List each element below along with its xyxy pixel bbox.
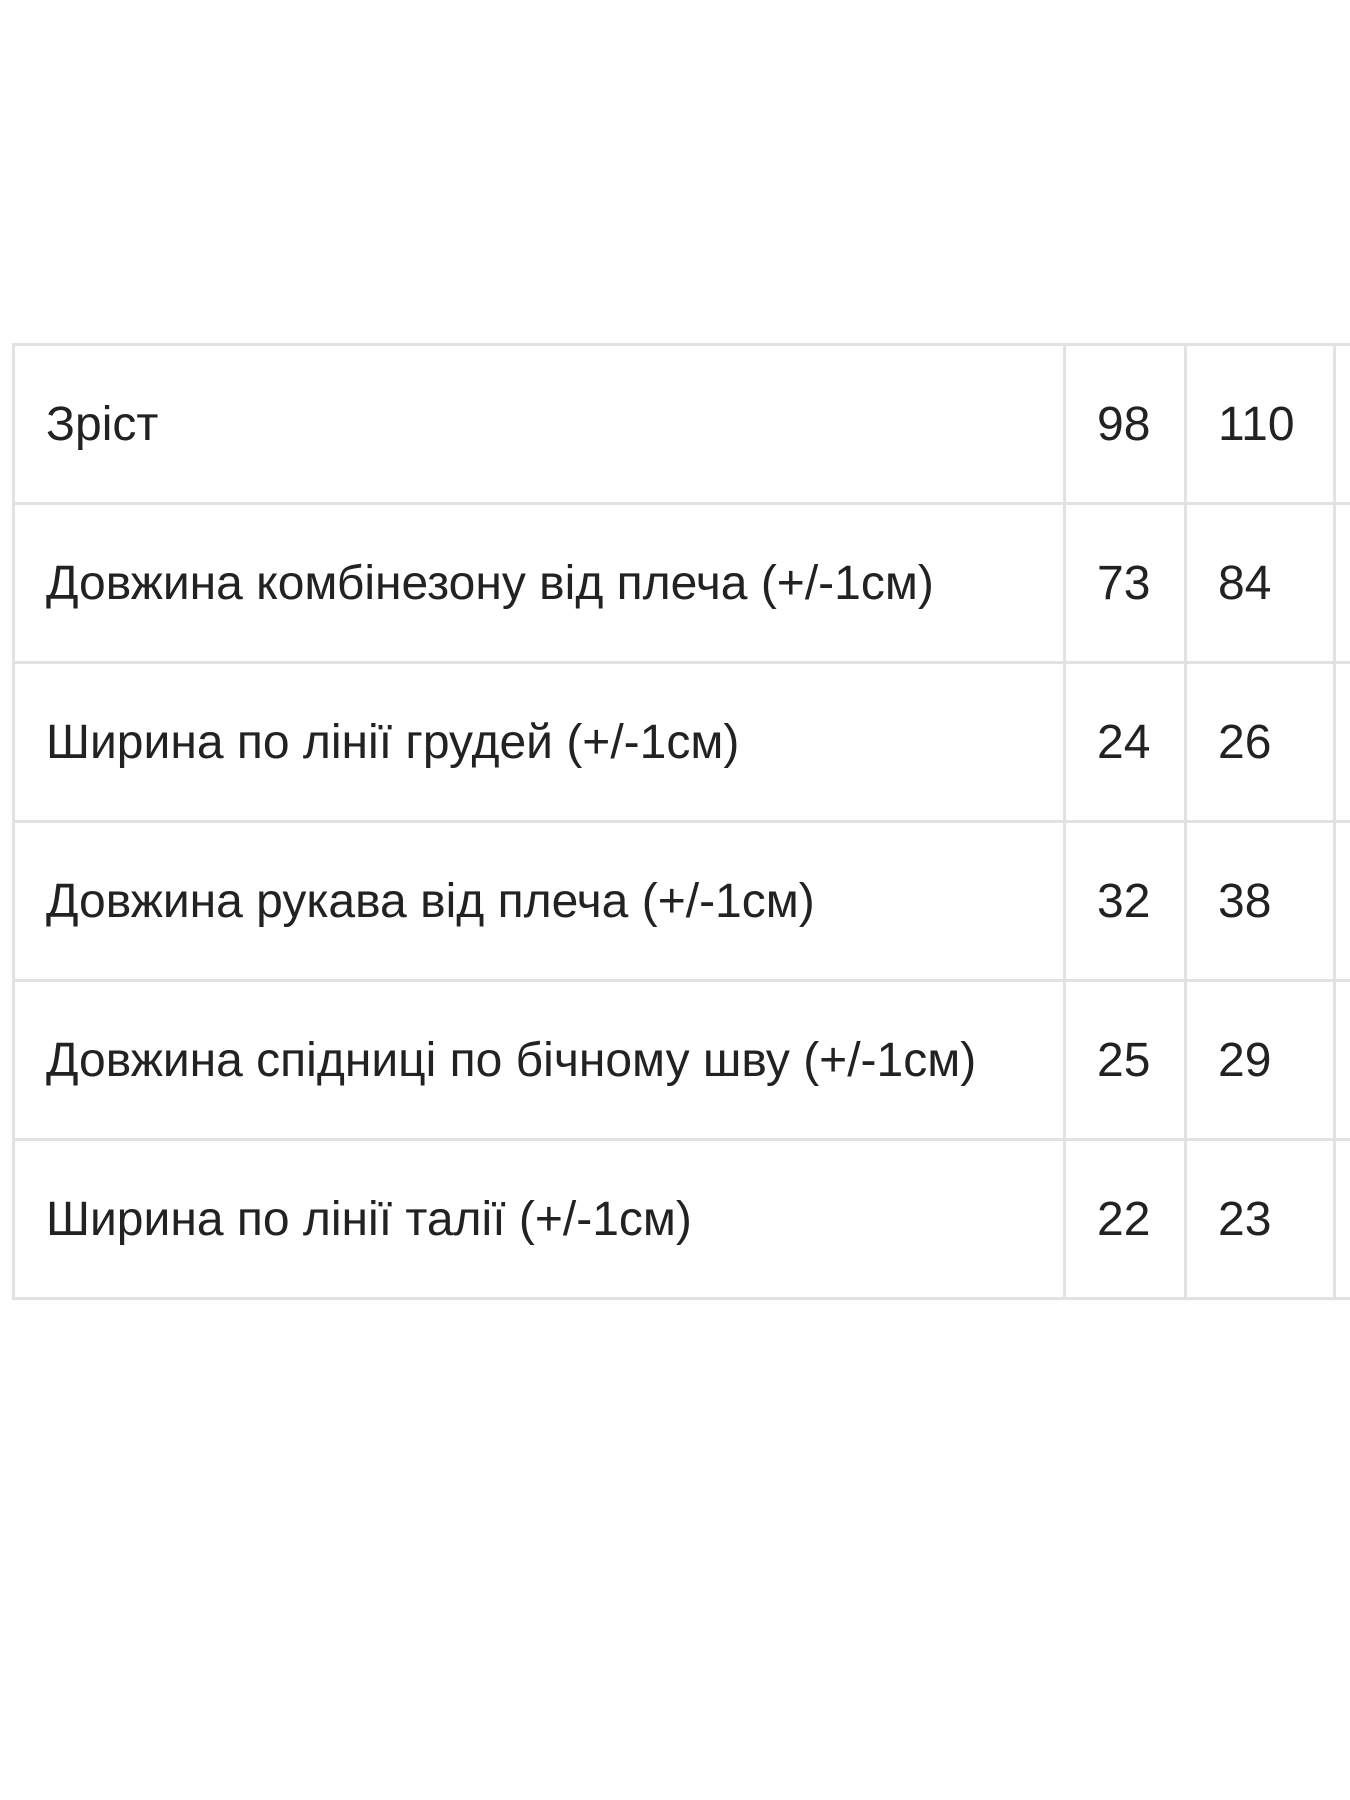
size-value-cell: 24 [1063, 661, 1187, 823]
cut-off-cell [1333, 502, 1350, 664]
table-row: Довжина комбінезону від плеча (+/-1см) 73… [12, 502, 1350, 664]
cut-off-cell [1333, 820, 1350, 982]
row-label: Довжина спідниці по бічному шву (+/-1см) [12, 979, 1066, 1141]
row-label: Зріст [12, 343, 1066, 505]
size-value-cell: 26 [1184, 661, 1336, 823]
size-value-cell: 73 [1063, 502, 1187, 664]
table-row: Довжина спідниці по бічному шву (+/-1см)… [12, 979, 1350, 1141]
table-row: Ширина по лінії грудей (+/-1см) 24 26 [12, 661, 1350, 823]
size-table-container: Зріст 98 110 Довжина комбінезону від плеча … [12, 343, 1350, 1310]
row-label: Довжина комбінезону від плеча (+/-1см) [12, 502, 1066, 664]
size-value-cell: 22 [1063, 1138, 1187, 1300]
size-value-cell: 25 [1063, 979, 1187, 1141]
size-value-cell: 98 [1063, 343, 1187, 505]
size-value-cell: 32 [1063, 820, 1187, 982]
row-label: Ширина по лінії грудей (+/-1см) [12, 661, 1066, 823]
row-label: Ширина по лінії талії (+/-1см) [12, 1138, 1066, 1300]
table-row: Ширина по лінії талії (+/-1см) 22 23 [12, 1138, 1350, 1300]
row-label: Довжина рукава від плеча (+/-1см) [12, 820, 1066, 982]
size-value-cell: 38 [1184, 820, 1336, 982]
cut-off-cell [1333, 979, 1350, 1141]
table-row: Зріст 98 110 [12, 343, 1350, 505]
cut-off-cell [1333, 661, 1350, 823]
cut-off-cell [1333, 1138, 1350, 1300]
size-value-cell: 23 [1184, 1138, 1336, 1300]
table-row: Довжина рукава від плеча (+/-1см) 32 38 [12, 820, 1350, 982]
size-value-cell: 84 [1184, 502, 1336, 664]
cut-off-cell [1333, 343, 1350, 505]
size-value-cell: 110 [1184, 343, 1336, 505]
size-table: Зріст 98 110 Довжина комбінезону від плеча … [12, 343, 1350, 1300]
size-value-cell: 29 [1184, 979, 1336, 1141]
